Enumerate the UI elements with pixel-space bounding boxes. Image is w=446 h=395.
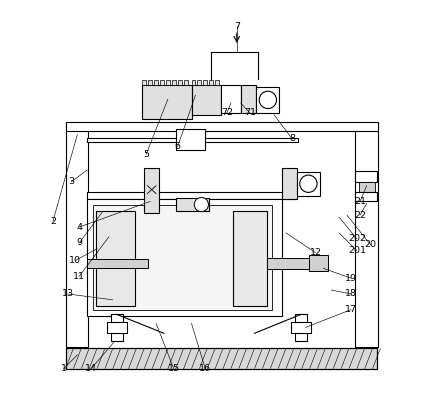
Bar <box>166 80 170 85</box>
Text: 7: 7 <box>234 22 240 31</box>
Bar <box>355 192 376 201</box>
Text: 72: 72 <box>221 108 233 117</box>
Bar <box>241 85 256 113</box>
Text: 21: 21 <box>354 197 366 206</box>
Text: 3: 3 <box>68 177 74 186</box>
Text: 9: 9 <box>76 238 83 247</box>
Text: 12: 12 <box>310 248 322 257</box>
Bar <box>87 192 296 199</box>
Bar <box>66 348 376 369</box>
Bar <box>160 80 164 85</box>
Bar <box>282 168 297 199</box>
Text: 14: 14 <box>85 364 97 373</box>
Circle shape <box>259 91 277 109</box>
Text: 201: 201 <box>348 246 366 255</box>
Bar <box>203 80 207 85</box>
Bar <box>87 138 298 142</box>
Text: 16: 16 <box>199 364 211 373</box>
Text: 13: 13 <box>62 290 74 299</box>
Bar <box>148 80 152 85</box>
Bar <box>233 211 268 306</box>
Text: 18: 18 <box>345 290 357 299</box>
Bar <box>66 123 88 347</box>
Circle shape <box>194 198 208 212</box>
Text: 11: 11 <box>73 272 85 281</box>
Text: 4: 4 <box>76 222 83 231</box>
Text: 15: 15 <box>168 364 180 373</box>
Bar <box>178 80 182 85</box>
Bar <box>142 80 146 85</box>
Bar <box>191 80 195 85</box>
Text: 6: 6 <box>175 142 181 151</box>
Bar <box>295 314 307 341</box>
Circle shape <box>300 175 317 192</box>
Bar <box>142 85 191 119</box>
Bar <box>355 171 376 182</box>
Bar <box>172 80 176 85</box>
Text: 10: 10 <box>70 256 82 265</box>
Text: 2: 2 <box>50 216 56 226</box>
Bar <box>256 87 279 113</box>
Bar <box>176 129 205 150</box>
Bar <box>221 85 241 113</box>
Text: 22: 22 <box>354 211 366 220</box>
Bar <box>355 123 378 347</box>
Text: 19: 19 <box>345 274 357 283</box>
Text: 8: 8 <box>289 134 295 143</box>
Bar <box>66 348 376 369</box>
Bar <box>176 198 209 211</box>
Bar <box>209 80 213 85</box>
Bar <box>96 211 135 306</box>
Bar <box>154 80 158 85</box>
Text: 202: 202 <box>348 234 366 243</box>
Bar <box>66 122 378 131</box>
Bar <box>144 168 159 213</box>
Bar <box>359 182 375 193</box>
Text: 5: 5 <box>143 150 149 159</box>
Bar <box>291 322 311 333</box>
Bar <box>191 85 221 115</box>
Bar <box>87 199 282 316</box>
Bar <box>184 80 188 85</box>
Text: 1: 1 <box>61 364 66 373</box>
Bar <box>198 80 201 85</box>
Text: 17: 17 <box>345 305 357 314</box>
Text: 20: 20 <box>364 240 376 249</box>
Bar <box>309 255 329 271</box>
Bar <box>297 172 320 196</box>
Bar <box>267 258 310 269</box>
Bar <box>215 80 219 85</box>
Bar <box>87 258 148 268</box>
Bar <box>93 205 272 310</box>
Bar <box>107 322 127 333</box>
Text: 71: 71 <box>244 108 256 117</box>
Bar <box>111 314 123 341</box>
